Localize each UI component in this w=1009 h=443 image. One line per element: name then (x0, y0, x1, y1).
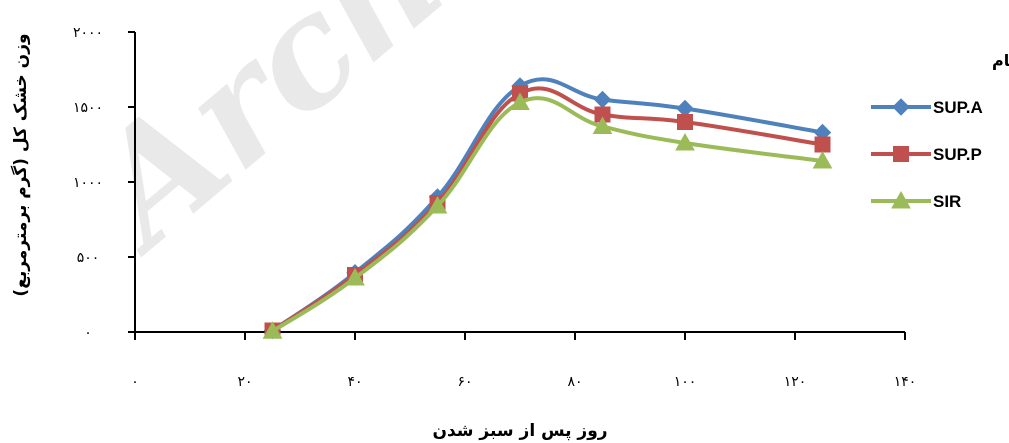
data-point-sir (510, 92, 530, 110)
y-ticks: ۰ ۵۰۰ ۱۰۰۰ ۱۵۰۰ ۲۰۰۰ (73, 25, 135, 341)
y-tick-label: ۵۰۰ (77, 250, 100, 266)
data-point-sup-a (593, 90, 612, 109)
data-point-sup-p (814, 136, 831, 153)
series-line-sir (271, 96, 823, 333)
data-point-sir (675, 132, 695, 151)
legend-label-sup-p: SUP.P (933, 145, 982, 164)
data-point-sir (262, 321, 283, 339)
x-tick-label: ۴۰ (347, 374, 362, 390)
legend-marker-sir (891, 190, 911, 209)
data-point-sir (345, 267, 365, 286)
series-group (262, 77, 833, 340)
legend-label-sup-a: SUP.A (933, 98, 983, 117)
x-tick-label: ۲۰ (237, 374, 252, 390)
data-point-sir (427, 195, 448, 214)
series-sir (262, 92, 833, 339)
watermark: Archive (51, 0, 660, 285)
y-axis-title: وزن خشک کل (گرم برمترمربع) (10, 33, 31, 296)
y-tick-label: ۲۰۰۰ (73, 25, 103, 41)
x-axis-title: روز پس از سبز شدن (432, 421, 607, 441)
data-point-sir (812, 150, 833, 169)
y-tick-label: ۱۰۰۰ (73, 175, 103, 191)
x-tick-label: ۱۴۰ (894, 374, 917, 390)
x-tick-label: ۱۲۰ (784, 374, 807, 390)
x-tick-label: ۶۰ (457, 374, 472, 390)
legend-marker-sup-p (893, 146, 909, 162)
y-tick-label: ۱۵۰۰ (73, 100, 103, 116)
legend-marker-sup-a (892, 98, 910, 116)
x-ticks: ۰ ۲۰ ۴۰ ۶۰ ۸۰ ۱۰۰ ۱۲۰ ۱۴۰ (131, 332, 916, 390)
legend: ارقام SUP.A SUP.P SIR (871, 51, 1009, 211)
data-point-sup-p (677, 114, 693, 130)
legend-label-sir: SIR (933, 192, 961, 211)
x-tick-label: ۸۰ (567, 374, 582, 390)
legend-title: ارقام (992, 51, 1009, 70)
y-tick-label: ۰ (84, 325, 92, 341)
x-tick-label: ۰ (131, 374, 139, 390)
data-point-sir (592, 116, 613, 134)
x-tick-label: ۱۰۰ (674, 374, 697, 390)
